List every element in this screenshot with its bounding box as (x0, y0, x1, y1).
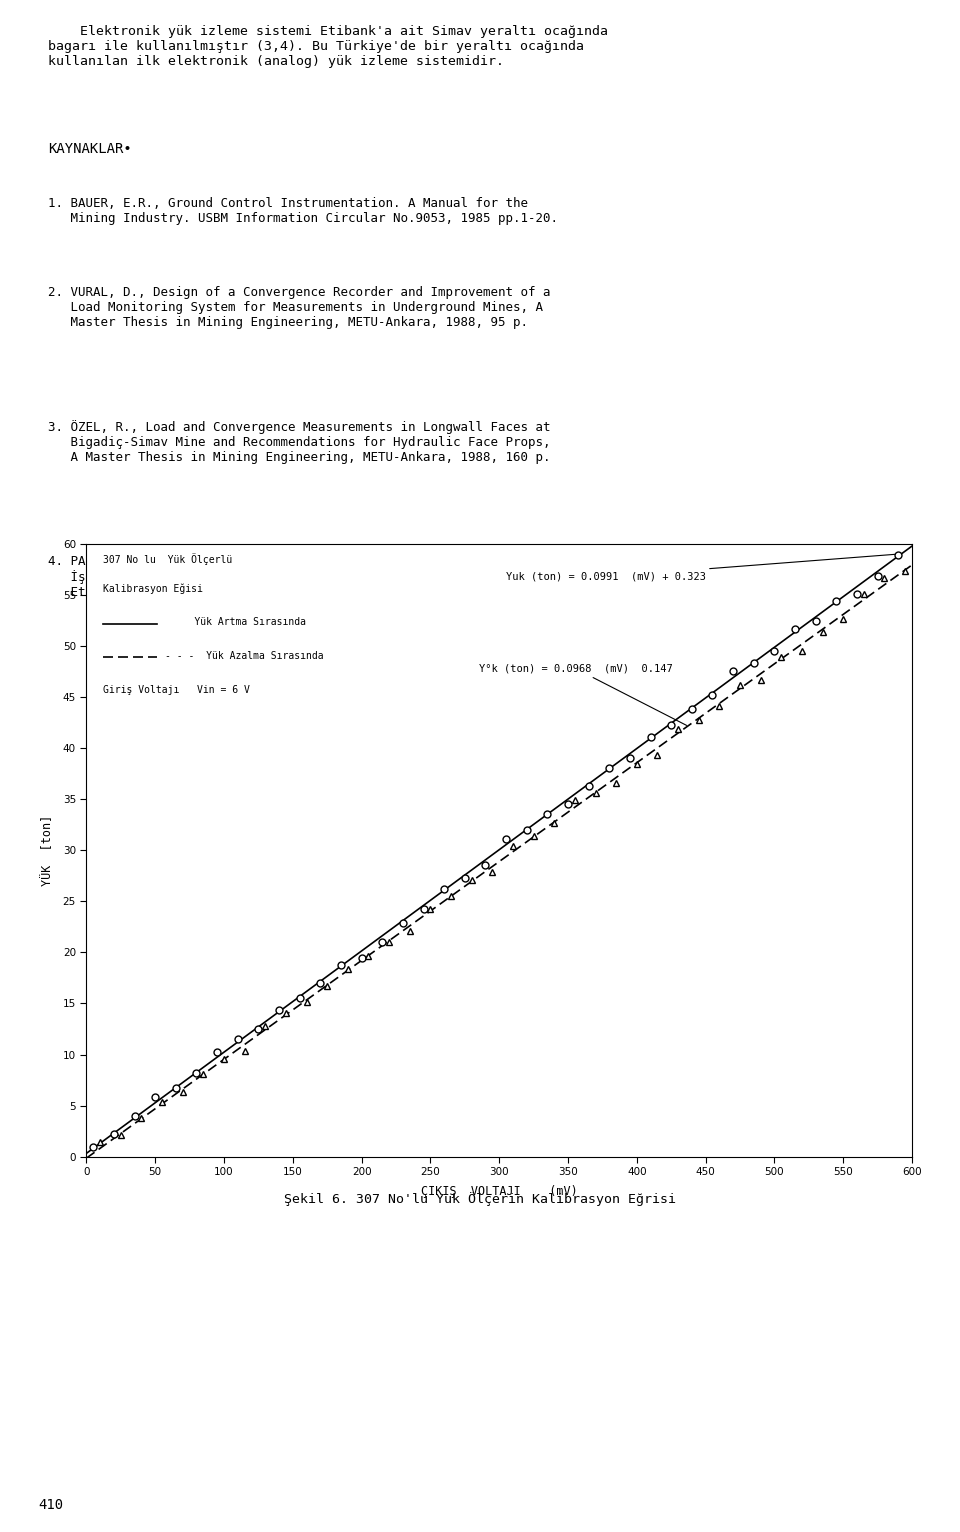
Text: 1. BAUER, E.R., Ground Control Instrumentation. A Manual for the
   Mining Indus: 1. BAUER, E.R., Ground Control Instrumen… (48, 198, 558, 225)
Text: Yük Artma Sırasında: Yük Artma Sırasında (165, 617, 306, 628)
Text: Elektronik yük izleme sistemi Etibank'a ait Simav yeraltı ocağında
bagarı ile ku: Elektronik yük izleme sistemi Etibank'a … (48, 25, 608, 69)
Text: Yuk (ton) = 0.0991  (mV) + 0.323: Yuk (ton) = 0.0991 (mV) + 0.323 (506, 555, 896, 582)
Text: Giriş Voltajı   Vin = 6 V: Giriş Voltajı Vin = 6 V (103, 685, 250, 696)
Text: 2. VURAL, D., Design of a Convergence Recorder and Improvement of a
   Load Moni: 2. VURAL, D., Design of a Convergence Re… (48, 286, 550, 329)
Text: 4. PAŞAMEHMETOĞLU, A.G., ÜNAL, E. ve TUTLÜOGLU, L., Etibank Bigadiç
   İşletmele: 4. PAŞAMEHMETOĞLU, A.G., ÜNAL, E. ve TUT… (48, 553, 558, 599)
X-axis label: ÇIKIŞ  VOLTAJI    (mV): ÇIKIŞ VOLTAJI (mV) (420, 1186, 578, 1198)
Text: 3. ÖZEL, R., Load and Convergence Measurements in Longwall Faces at
   Bigadiç-S: 3. ÖZEL, R., Load and Convergence Measur… (48, 420, 550, 464)
Text: 410: 410 (38, 1498, 63, 1512)
Text: - - -  Yük Azalma Sırasında: - - - Yük Azalma Sırasında (165, 651, 324, 662)
Y-axis label: YÜK  [ton]: YÜK [ton] (41, 815, 55, 885)
Text: KAYNAKLAR•: KAYNAKLAR• (48, 141, 132, 156)
Text: Kalibrasyon Eğisi: Kalibrasyon Eğisi (103, 584, 203, 594)
Text: Şekil 6. 307 No'lu Yuk Ölçerin Kalibrasyon Eğrisi: Şekil 6. 307 No'lu Yuk Ölçerin Kalibrasy… (284, 1192, 676, 1206)
Text: Y°k (ton) = 0.0968  (mV)  0.147: Y°k (ton) = 0.0968 (mV) 0.147 (478, 663, 686, 726)
Text: 307 No lu  Yük Ölçerlü: 307 No lu Yük Ölçerlü (103, 553, 232, 565)
